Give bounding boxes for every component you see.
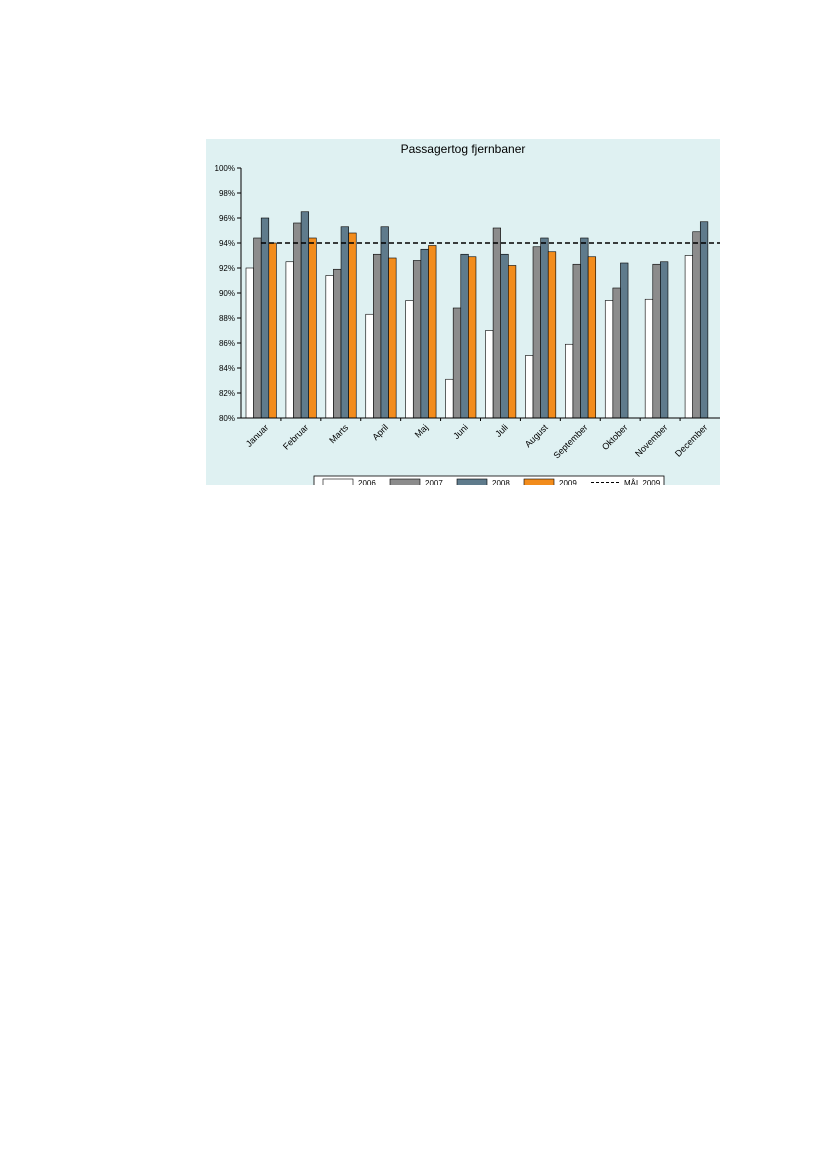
legend-swatch-2008 [456,478,488,487]
y-tick-label: 90% [219,289,235,298]
bar-2008-januar [260,217,270,419]
legend-swatch-2006 [322,478,354,487]
bar-2008-april [380,226,389,419]
y-tick-label: 94% [219,239,235,248]
legend: 2006 2007 2008 2009 MÅL 2009 [313,475,665,489]
bar-2007-oktober [612,287,621,419]
bar-2006-marts [325,275,334,419]
y-tick-label: 100% [215,164,235,173]
y-tick-label: 80% [219,414,235,423]
bar-2007-december [692,231,701,419]
y-tick-label: 98% [219,189,235,198]
bar-2006-august [525,355,534,419]
bar-2007-februar [293,222,302,419]
y-tick-label: 86% [219,339,235,348]
bar-2006-november [644,298,654,419]
bar-2009-august [547,251,557,419]
y-tick-label: 82% [219,389,235,398]
bar-2008-november [660,261,669,419]
bar-2007-juli [492,227,502,419]
y-tick-label: 88% [219,314,235,323]
y-tick-label: 92% [219,264,235,273]
bar-2007-november [652,263,661,419]
bar-2006-september [565,343,574,419]
legend-label-2007: 2007 [425,479,443,485]
bar-2007-september [572,263,581,419]
bar-2007-august [532,246,541,419]
bar-2009-juli [507,265,517,419]
bar-2007-april [373,253,382,419]
legend-label-2008: 2008 [492,479,510,485]
bar-2008-maj [420,248,429,419]
bar-2009-januar [268,242,277,419]
bar-2006-oktober [604,300,614,419]
bar-2008-august [540,237,549,419]
y-tick-label: 84% [219,364,235,373]
bar-2008-september [580,237,589,419]
bar-2009-juni [468,256,477,419]
chart-title: Passagertog fjernbaner [401,142,526,156]
bar-2008-oktober [620,262,629,419]
bar-2006-januar [245,267,254,419]
bar-2006-april [365,313,374,419]
bar-2009-februar [308,237,317,419]
legend-label-2009: 2009 [559,479,577,485]
bar-2007-januar [253,237,262,419]
y-axis: 100% 98% 96% 94% 92% 90% 88% 86% 84% 82% 80% [215,164,242,423]
legend-label-2006: 2006 [358,479,376,485]
bar-2009-maj [428,245,437,419]
bar-2007-juni [452,307,462,419]
bar-2006-maj [405,300,414,419]
bar-2009-april [388,257,397,419]
bar-2008-juli [500,253,509,419]
bar-2007-marts [333,268,342,419]
bar-2008-december [699,221,709,419]
bar-2006-juni [445,378,454,419]
bar-2008-marts [340,226,349,419]
legend-swatch-2009 [523,478,555,487]
bar-2006-december [684,255,693,419]
bar-2007-maj [412,260,422,419]
legend-label-target: MÅL 2009 [624,479,661,485]
bars [245,211,709,419]
bar-2009-september [587,256,597,419]
bar-2006-juli [485,330,494,419]
legend-swatch-2007 [389,478,421,487]
bar-2008-juni [460,253,469,419]
chart-container: Passagertog fjernbaner 100% 98% 96% 94% 92% 9… [206,139,720,489]
bar-2009-marts [348,232,357,419]
bar-2006-februar [285,261,294,419]
bar-chart: Passagertog fjernbaner 100% 98% 96% 94% 92% 9… [206,139,720,489]
y-tick-label: 96% [219,214,235,223]
